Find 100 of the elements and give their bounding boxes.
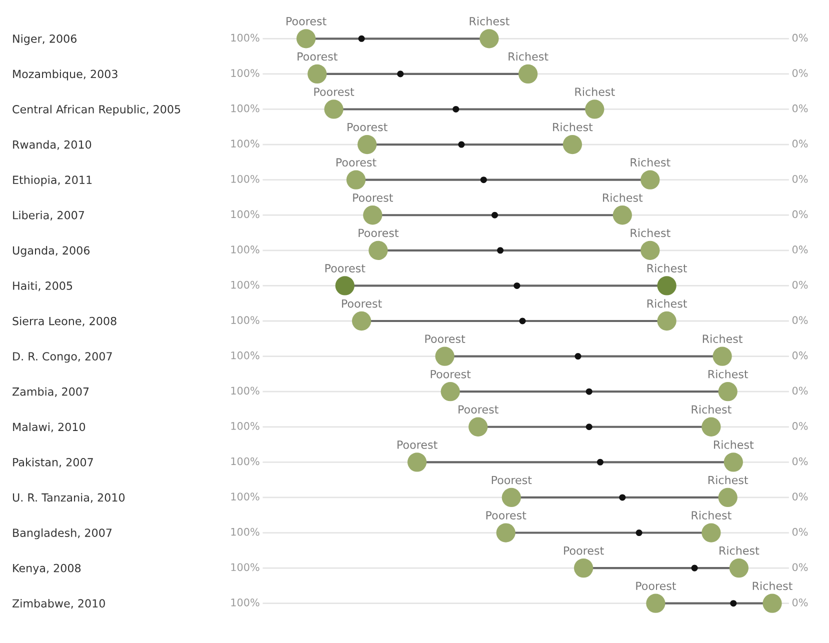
text: Richest <box>702 334 743 344</box>
text: 100% <box>231 246 260 254</box>
point <box>368 240 388 260</box>
point <box>308 64 327 84</box>
text: Poorest <box>430 370 471 378</box>
text: Richest <box>692 405 732 414</box>
point <box>612 206 632 225</box>
text: Richest <box>708 370 748 378</box>
point <box>518 64 538 84</box>
text: Richest <box>752 581 792 590</box>
point <box>480 29 499 48</box>
text: 0% <box>792 210 808 218</box>
y-tick-label: Bangladesh, 2007 <box>13 528 112 540</box>
point <box>358 134 377 154</box>
y-tick-label: Rwanda, 2010 <box>13 140 92 150</box>
text: Poorest <box>425 334 466 344</box>
text: Poorest <box>358 228 399 238</box>
text: 0% <box>792 69 808 77</box>
y-tick-label: Zambia, 2007 <box>12 387 89 397</box>
text: 100% <box>231 528 260 536</box>
point <box>407 452 427 472</box>
text: Poorest <box>636 582 676 590</box>
y-tick-label: Haiti, 2005 <box>13 281 72 292</box>
text: Poorest <box>398 440 438 449</box>
text: 0% <box>792 457 808 466</box>
text: Poorest <box>348 123 388 132</box>
text: 0% <box>792 386 808 395</box>
text: 100% <box>231 104 260 112</box>
text: Richest <box>603 193 643 202</box>
point <box>440 382 460 402</box>
text: Richest <box>708 476 748 484</box>
point <box>452 106 460 112</box>
text: 100% <box>231 386 260 395</box>
point <box>574 558 594 578</box>
text: 100% <box>231 457 260 466</box>
text: 100% <box>231 351 260 360</box>
y-tick-label: Pakistan, 2007 <box>13 458 93 468</box>
text: 0% <box>792 351 808 360</box>
text: Richest <box>630 158 670 167</box>
series-label: Poorest <box>342 299 382 308</box>
point <box>729 558 749 578</box>
text: Richest <box>714 440 754 449</box>
text: Poorest <box>286 17 326 26</box>
point <box>596 458 604 466</box>
point <box>636 530 642 536</box>
point <box>468 417 488 436</box>
text: Poorest <box>492 476 532 484</box>
point <box>519 318 526 324</box>
text: 0% <box>792 563 808 572</box>
point <box>502 488 521 508</box>
point <box>619 494 626 501</box>
text: Richest <box>575 87 615 96</box>
point <box>514 282 520 289</box>
text: 100% <box>231 280 260 289</box>
point <box>574 353 582 360</box>
point <box>585 100 604 119</box>
point <box>352 311 372 331</box>
text: Poorest <box>353 194 393 202</box>
text: 0% <box>792 104 808 112</box>
point <box>657 276 676 296</box>
text: 0% <box>792 422 808 430</box>
text: 100% <box>231 316 260 324</box>
point <box>730 600 737 607</box>
point <box>712 346 732 366</box>
y-tick-label: Ethiopia, 2011 <box>13 175 92 186</box>
point <box>496 523 516 542</box>
point <box>458 141 465 148</box>
text: 100% <box>231 210 260 218</box>
text: Poorest <box>314 88 354 96</box>
point <box>586 388 592 395</box>
point <box>586 424 592 430</box>
y-tick-label: Zimbabwe, 2010 <box>12 598 105 609</box>
text: 0% <box>792 528 808 536</box>
point <box>397 70 404 78</box>
text: 0% <box>792 140 808 148</box>
text: 0% <box>792 174 808 183</box>
point <box>358 35 365 42</box>
text: 100% <box>231 492 260 500</box>
text: Poorest <box>298 52 338 61</box>
text: Richest <box>647 299 688 308</box>
point <box>718 382 738 402</box>
y-tick-label: Central African Republic, 2005 <box>12 104 180 116</box>
point <box>562 134 582 154</box>
y-tick-label: Liberia, 2007 <box>13 210 84 220</box>
point <box>497 247 504 254</box>
text: 0% <box>792 280 808 289</box>
point <box>491 212 498 218</box>
text: 0% <box>792 492 808 500</box>
point <box>435 346 454 366</box>
text: Richest <box>630 228 670 238</box>
text: Poorest <box>564 546 604 555</box>
point <box>296 29 316 48</box>
text: Richest <box>720 546 760 555</box>
text: 100% <box>231 174 260 183</box>
text: 0% <box>792 598 808 606</box>
y-tick-label: Sierra Leone, 2008 <box>12 316 116 326</box>
point <box>335 276 354 296</box>
y-tick-label: Uganda, 2006 <box>12 246 90 257</box>
text: Richest <box>647 264 688 272</box>
point <box>640 240 660 260</box>
